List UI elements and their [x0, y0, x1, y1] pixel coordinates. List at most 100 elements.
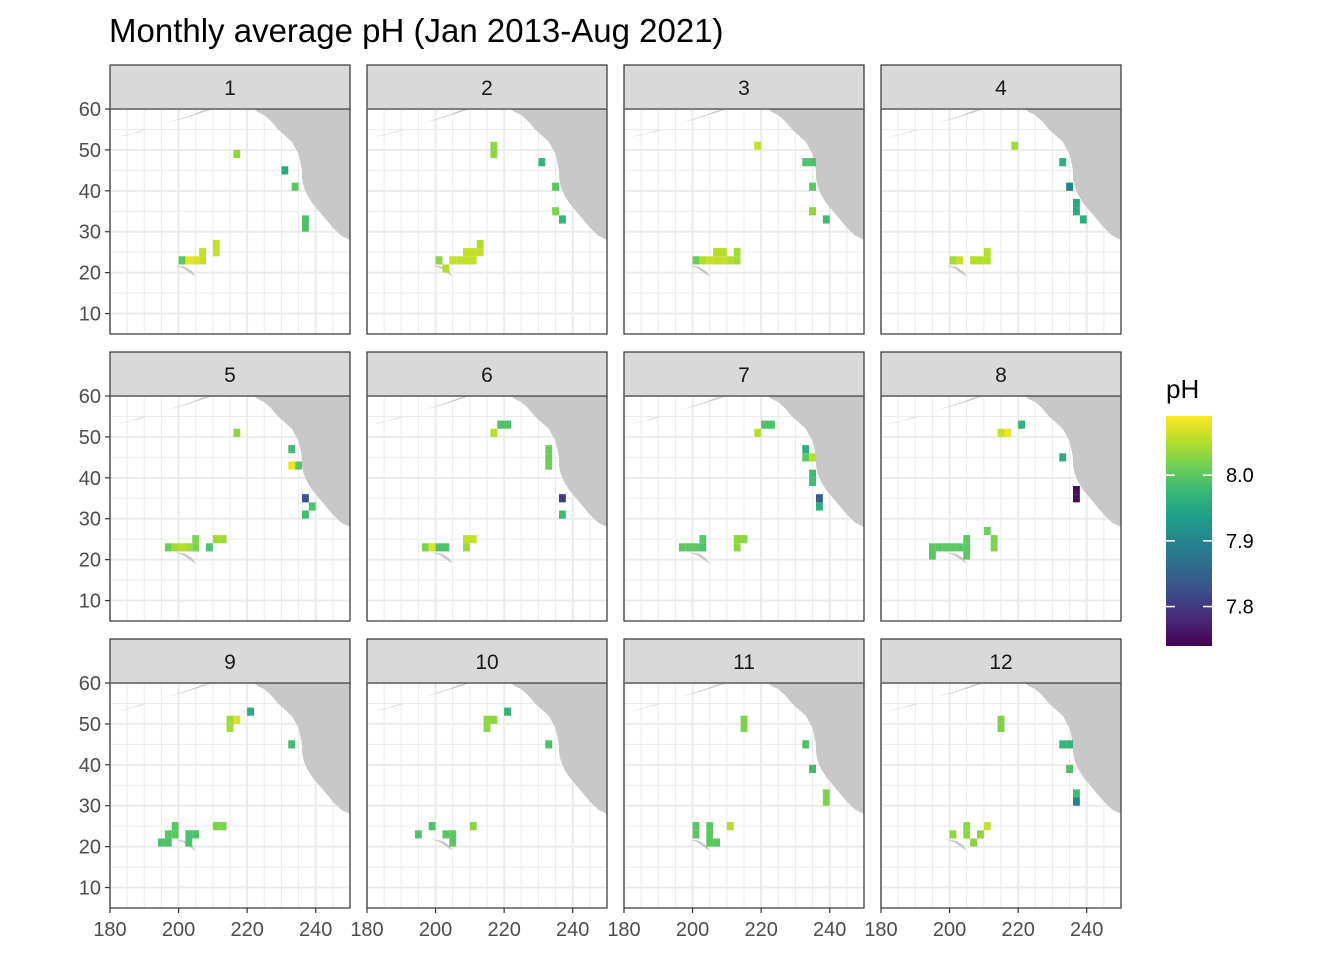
- ph-cells: [949, 141, 1087, 265]
- ph-cell: [678, 543, 686, 552]
- ph-cell: [949, 543, 957, 552]
- ph-cell: [435, 543, 443, 552]
- ph-cell: [463, 248, 470, 257]
- ph-cell: [449, 830, 457, 839]
- ph-cell: [997, 428, 1005, 437]
- x-tick-label: 180: [607, 919, 640, 941]
- ph-cell: [692, 830, 700, 839]
- ph-cell: [490, 428, 498, 437]
- ph-cell: [761, 420, 768, 429]
- x-tick-label: 220: [487, 919, 520, 941]
- ph-cell: [226, 715, 234, 724]
- ph-cell: [768, 420, 775, 429]
- ph-cell: [740, 535, 748, 544]
- ph-cell: [308, 502, 316, 511]
- ph-cell: [713, 248, 720, 257]
- ph-cell: [483, 715, 491, 724]
- ph-cell: [740, 715, 748, 724]
- chart-title: Monthly average pH (Jan 2013-Aug 2021): [109, 12, 724, 49]
- island-land: [630, 416, 662, 424]
- island-land: [175, 552, 196, 564]
- ph-cell: [733, 535, 741, 544]
- ph-cell: [185, 838, 193, 847]
- island-land: [630, 129, 662, 137]
- ph-cell: [970, 256, 977, 265]
- x-tick-label: 180: [93, 919, 126, 941]
- facet-strip: [623, 351, 865, 397]
- y-tick-label: 60: [79, 673, 101, 695]
- ph-cell: [302, 494, 309, 503]
- ph-cell: [809, 764, 816, 773]
- ph-cell: [1018, 420, 1025, 429]
- x-tick-label: 220: [230, 919, 263, 941]
- ph-cell: [192, 256, 200, 265]
- facet-strip-label: 8: [995, 364, 1007, 387]
- ph-cell: [415, 830, 422, 839]
- ph-cell: [692, 822, 700, 831]
- ph-cell: [809, 158, 816, 167]
- y-tick-label: 30: [79, 222, 101, 244]
- ph-cell: [706, 830, 714, 839]
- ph-cell: [1059, 453, 1067, 462]
- ph-cell: [1066, 182, 1073, 191]
- ph-cell: [469, 256, 477, 265]
- ph-cell: [1073, 486, 1080, 495]
- facet-strip-label: 6: [481, 364, 493, 387]
- facet-panel-1: 1 10 20 30 40 50 60: [79, 64, 351, 335]
- facet-panel-12: 12 180 200 220 240: [864, 638, 1122, 941]
- ph-cell: [822, 215, 830, 224]
- ph-cell: [816, 494, 823, 503]
- panel-border: [366, 682, 608, 909]
- coastline-land: [1025, 109, 1121, 240]
- ph-cell: [963, 551, 971, 560]
- ph-cell: [963, 822, 971, 831]
- ph-cell: [288, 740, 296, 749]
- ph-cell: [1073, 797, 1080, 806]
- ph-cell: [1073, 494, 1080, 503]
- facet-strip-label: 12: [989, 651, 1012, 674]
- ph-cell: [713, 838, 720, 847]
- coastline-land: [254, 109, 350, 240]
- ph-cell: [545, 740, 553, 749]
- ph-cell: [192, 830, 200, 839]
- island-land: [946, 552, 967, 564]
- island-land: [935, 396, 984, 411]
- y-tick-label: 10: [79, 304, 101, 326]
- ph-cell: [1004, 428, 1012, 437]
- ph-cell: [726, 256, 734, 265]
- ph-cell: [428, 543, 436, 552]
- ph-cell: [1059, 158, 1067, 167]
- island-land: [175, 265, 196, 277]
- ph-cell: [809, 469, 816, 478]
- ph-cell: [1079, 215, 1087, 224]
- coastline-land: [1025, 683, 1121, 814]
- ph-cell: [990, 535, 998, 544]
- ph-cell: [963, 543, 971, 552]
- ph-cell: [983, 822, 991, 831]
- island-land: [432, 839, 453, 851]
- facet-strip-label: 3: [738, 77, 750, 100]
- ph-cell: [963, 535, 971, 544]
- panel-border: [623, 682, 865, 909]
- ph-cell: [302, 223, 309, 232]
- facet-strip-label: 10: [475, 651, 498, 674]
- x-tick-label: 200: [933, 919, 966, 941]
- ph-cell: [212, 239, 220, 249]
- island-land: [689, 552, 710, 564]
- island-land: [116, 129, 148, 137]
- x-tick-label: 180: [350, 919, 383, 941]
- x-tick-label: 220: [1001, 919, 1034, 941]
- coastline-land: [511, 109, 607, 240]
- ph-cells: [692, 141, 830, 265]
- island-land: [887, 703, 919, 711]
- panel-border: [623, 108, 865, 335]
- x-tick-label: 200: [162, 919, 195, 941]
- y-tick-label: 20: [79, 263, 101, 285]
- facet-strip: [109, 64, 351, 110]
- facet-strip-label: 4: [995, 77, 1007, 100]
- ph-cell: [504, 707, 511, 716]
- ph-cell: [171, 822, 179, 831]
- facet-panel-2: 2: [366, 64, 608, 335]
- facet-strip-label: 1: [224, 77, 236, 100]
- ph-cell: [490, 141, 498, 150]
